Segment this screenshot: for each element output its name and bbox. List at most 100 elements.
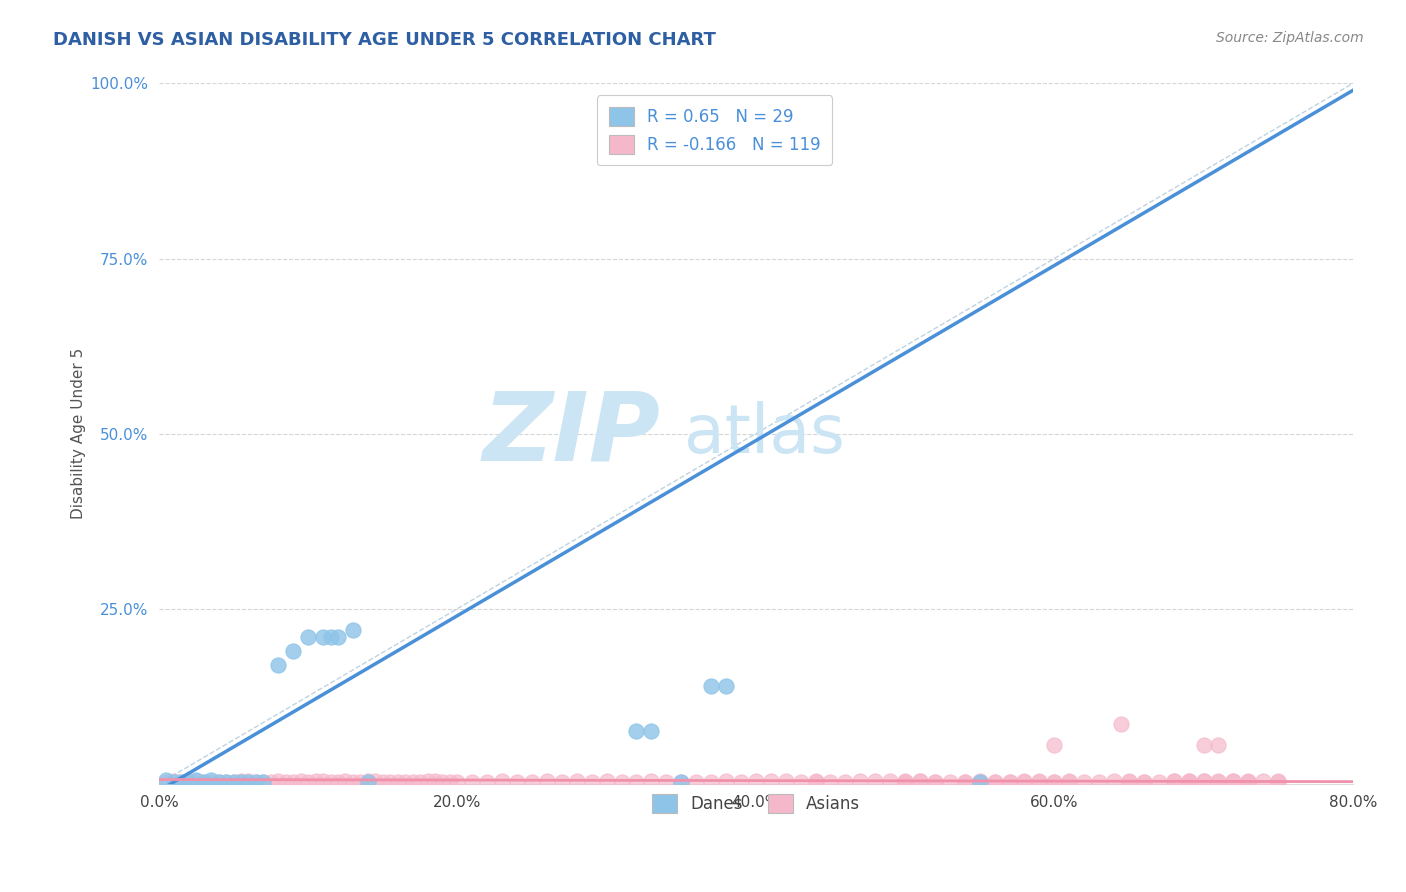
Point bbox=[297, 630, 319, 644]
Point bbox=[671, 774, 693, 789]
Point bbox=[387, 774, 409, 789]
Point bbox=[1237, 775, 1260, 789]
Point bbox=[170, 774, 193, 789]
Point bbox=[820, 774, 842, 789]
Point bbox=[640, 724, 662, 739]
Point bbox=[1192, 774, 1215, 789]
Point bbox=[1057, 775, 1080, 789]
Text: ZIP: ZIP bbox=[482, 387, 661, 480]
Point bbox=[229, 774, 252, 789]
Point bbox=[581, 775, 603, 789]
Point bbox=[1043, 738, 1066, 752]
Point bbox=[894, 774, 917, 789]
Point bbox=[1177, 774, 1199, 789]
Point bbox=[208, 775, 231, 789]
Point bbox=[357, 774, 380, 789]
Point bbox=[1237, 774, 1260, 789]
Point bbox=[1102, 774, 1125, 789]
Point bbox=[655, 774, 678, 789]
Point bbox=[969, 774, 991, 789]
Point bbox=[759, 774, 782, 789]
Point bbox=[245, 774, 267, 789]
Point bbox=[252, 775, 274, 789]
Point bbox=[200, 774, 222, 789]
Point bbox=[1111, 717, 1133, 731]
Point bbox=[283, 774, 305, 789]
Point bbox=[238, 774, 260, 789]
Point bbox=[364, 774, 387, 789]
Point bbox=[714, 679, 737, 693]
Point bbox=[1267, 775, 1289, 789]
Point bbox=[1073, 774, 1095, 789]
Point bbox=[274, 775, 297, 789]
Point bbox=[238, 774, 260, 789]
Point bbox=[983, 774, 1005, 789]
Point bbox=[1088, 774, 1111, 789]
Point bbox=[163, 774, 186, 789]
Point bbox=[222, 774, 245, 789]
Point bbox=[1118, 775, 1140, 789]
Legend: Danes, Asians: Danes, Asians bbox=[640, 782, 872, 824]
Point bbox=[432, 775, 454, 789]
Point bbox=[260, 775, 283, 789]
Point bbox=[297, 775, 319, 789]
Point bbox=[1014, 775, 1036, 789]
Point bbox=[834, 775, 856, 789]
Point bbox=[1192, 774, 1215, 789]
Point bbox=[1192, 738, 1215, 752]
Point bbox=[1028, 775, 1050, 789]
Point bbox=[1208, 775, 1230, 789]
Point bbox=[222, 774, 245, 789]
Point bbox=[349, 774, 371, 789]
Point bbox=[520, 774, 543, 789]
Point bbox=[1251, 774, 1274, 789]
Point bbox=[1057, 774, 1080, 789]
Point bbox=[865, 774, 887, 789]
Point bbox=[775, 774, 797, 789]
Point bbox=[908, 774, 931, 789]
Point bbox=[446, 775, 468, 789]
Point bbox=[170, 774, 193, 789]
Text: Source: ZipAtlas.com: Source: ZipAtlas.com bbox=[1216, 31, 1364, 45]
Point bbox=[998, 774, 1021, 789]
Point bbox=[700, 775, 723, 789]
Point bbox=[730, 774, 752, 789]
Point bbox=[1208, 738, 1230, 752]
Point bbox=[1118, 774, 1140, 789]
Point bbox=[1163, 774, 1185, 789]
Point bbox=[1267, 774, 1289, 789]
Point bbox=[1133, 774, 1156, 789]
Point bbox=[536, 774, 558, 789]
Point bbox=[640, 774, 662, 789]
Point bbox=[267, 657, 290, 672]
Point bbox=[461, 774, 484, 789]
Point bbox=[1043, 775, 1066, 789]
Point bbox=[953, 774, 976, 789]
Text: atlas: atlas bbox=[685, 401, 845, 467]
Point bbox=[215, 775, 238, 789]
Point bbox=[1177, 774, 1199, 789]
Point bbox=[416, 774, 439, 789]
Point bbox=[193, 774, 215, 789]
Point bbox=[1147, 774, 1170, 789]
Point bbox=[998, 775, 1021, 789]
Point bbox=[326, 774, 349, 789]
Point bbox=[200, 772, 222, 787]
Point bbox=[1222, 774, 1244, 789]
Point bbox=[267, 774, 290, 789]
Point bbox=[1237, 775, 1260, 789]
Point bbox=[924, 775, 946, 789]
Point bbox=[804, 774, 827, 789]
Point bbox=[163, 774, 186, 789]
Point bbox=[245, 774, 267, 789]
Point bbox=[357, 774, 380, 789]
Point bbox=[305, 774, 328, 789]
Point bbox=[394, 774, 416, 789]
Point bbox=[1028, 774, 1050, 789]
Point bbox=[409, 774, 432, 789]
Point bbox=[804, 775, 827, 789]
Point bbox=[745, 774, 768, 789]
Point bbox=[312, 774, 335, 789]
Point bbox=[595, 774, 617, 789]
Point bbox=[177, 774, 200, 789]
